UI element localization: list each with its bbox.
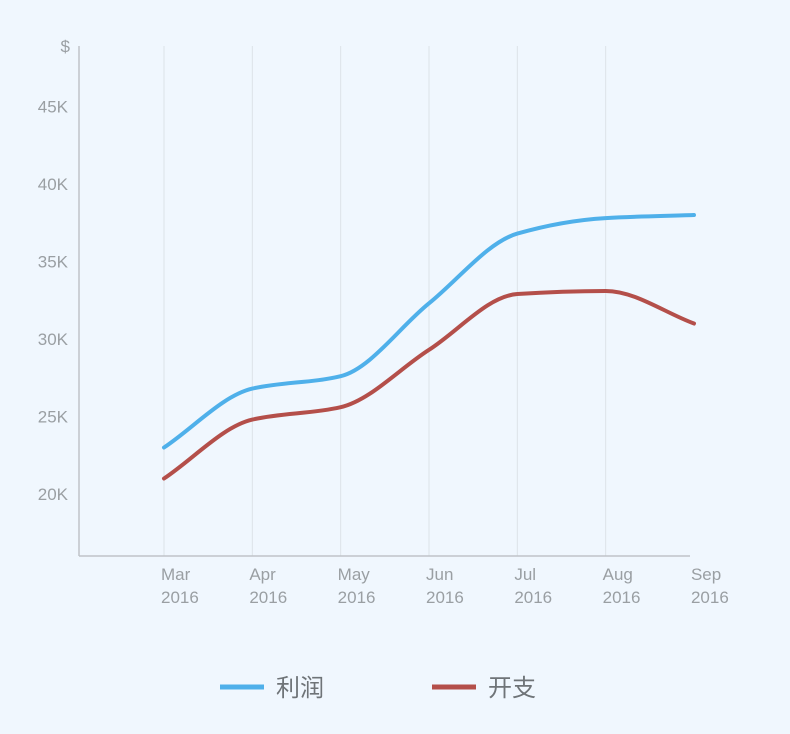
x-tick-month: Apr: [249, 565, 276, 584]
x-tick-year: 2016: [249, 588, 287, 607]
legend-label-0: 利润: [276, 675, 324, 702]
x-tick-month: May: [338, 565, 371, 584]
y-tick-label: 25K: [38, 408, 69, 427]
x-tick-label: Aug 2016: [603, 565, 641, 607]
x-tick-year: 2016: [514, 588, 552, 607]
series-line-0: [162, 213, 696, 450]
series-line-1: [162, 288, 696, 481]
x-ticks: Mar 2016 Apr 2016 May 2016 Jun 2016 Jul 2016 Aug 20…: [161, 565, 729, 607]
x-tick-label: Mar 2016: [161, 565, 199, 607]
y-tick-label: 20K: [38, 485, 69, 504]
x-tick-year: 2016: [691, 588, 729, 607]
x-tick-label: Sep 2016: [691, 565, 729, 607]
x-tick-month: Mar: [161, 565, 191, 584]
x-tick-label: Jul 2016: [514, 565, 552, 607]
y-ticks: 20K 25K 30K 35K 40K 45K: [38, 98, 69, 505]
x-tick-year: 2016: [338, 588, 376, 607]
legend-label-1: 开支: [488, 675, 536, 702]
y-tick-label: 35K: [38, 253, 69, 272]
x-tick-month: Jul: [514, 565, 536, 584]
x-tick-month: Jun: [426, 565, 453, 584]
y-tick-label: 45K: [38, 98, 69, 117]
y-tick-label: 30K: [38, 330, 69, 349]
x-tick-year: 2016: [603, 588, 641, 607]
grid: [163, 46, 607, 556]
y-tick-label: 40K: [38, 175, 69, 194]
y-axis-unit-label: $: [61, 37, 71, 56]
legend: 利润 开支: [220, 675, 536, 702]
x-tick-month: Aug: [603, 565, 633, 584]
x-tick-label: Jun 2016: [426, 565, 464, 607]
x-tick-label: Apr 2016: [249, 565, 287, 607]
x-tick-month: Sep: [691, 565, 721, 584]
x-tick-label: May 2016: [338, 565, 376, 607]
x-tick-year: 2016: [426, 588, 464, 607]
x-tick-year: 2016: [161, 588, 199, 607]
series: [162, 213, 696, 481]
axes: $: [61, 37, 690, 557]
